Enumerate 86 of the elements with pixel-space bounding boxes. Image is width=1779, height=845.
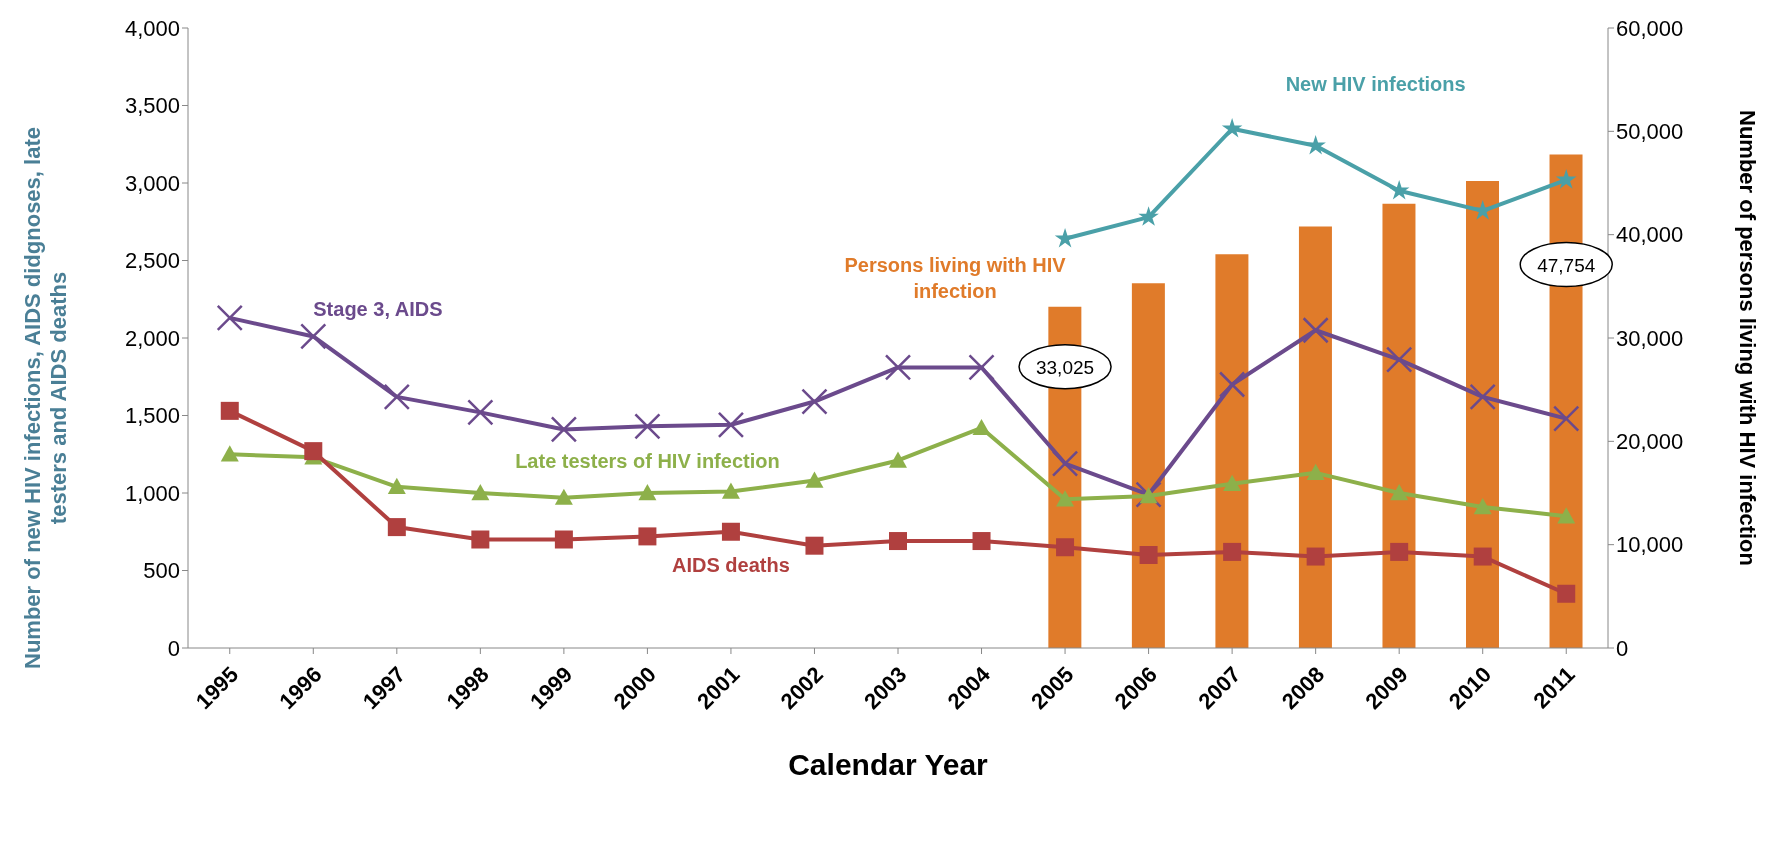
point [300, 323, 327, 350]
point [721, 522, 740, 541]
point [387, 518, 406, 537]
point [1388, 179, 1410, 200]
point [471, 530, 490, 549]
bar [1466, 180, 1499, 648]
point [1051, 450, 1079, 477]
series-label: Persons living with HIV infection [844, 253, 1067, 302]
y-tick-label: 3,000 [124, 170, 180, 196]
point [471, 484, 490, 501]
y-tick-label: 2,000 [124, 325, 180, 351]
y2-tick-label: 50,000 [1616, 119, 1684, 145]
point [554, 530, 573, 549]
point [1218, 371, 1246, 398]
point [1306, 463, 1325, 481]
y2-tick-label: 30,000 [1616, 325, 1684, 351]
point [1223, 474, 1242, 491]
point [220, 445, 239, 462]
point [634, 413, 661, 440]
point [972, 532, 991, 551]
point [1472, 200, 1493, 220]
y-tick-label: 500 [143, 558, 180, 584]
point [1555, 169, 1577, 189]
y2-tick-label: 20,000 [1616, 429, 1684, 455]
y-tick-label: 1,500 [124, 403, 180, 429]
point [1473, 547, 1492, 566]
series-label: Stage 3, AIDS [313, 298, 443, 321]
point [805, 471, 824, 488]
point [1557, 584, 1576, 603]
point [1139, 487, 1158, 504]
point [721, 482, 740, 499]
y-tick-label: 1,000 [124, 480, 180, 506]
y2-tick-label: 0 [1616, 635, 1629, 661]
x-axis-title: Calendar Year [787, 748, 989, 782]
y2-tick-label: 60,000 [1616, 15, 1684, 41]
bar [1298, 226, 1332, 648]
point [220, 401, 239, 420]
point [383, 383, 411, 411]
point [1390, 542, 1409, 561]
point [889, 532, 907, 551]
point [1306, 547, 1325, 566]
y-axis-title: Number of new HIV infections, AIDS didgnoses, late testers and AIDS deaths [20, 127, 71, 669]
point [1473, 497, 1492, 515]
point [972, 418, 991, 436]
point [638, 527, 657, 546]
series-label: AIDS deaths [672, 553, 790, 576]
data-label: 47,754 [1537, 254, 1596, 276]
point [304, 442, 323, 461]
point [1385, 346, 1413, 373]
bar [1131, 283, 1165, 648]
point [1221, 117, 1243, 138]
y-tick-label: 4,000 [124, 15, 180, 41]
point [1138, 206, 1159, 226]
point [638, 484, 657, 501]
point [1056, 490, 1075, 507]
bar [1382, 203, 1416, 648]
text: New HIV infections [1285, 72, 1466, 95]
point [884, 354, 912, 381]
point [1390, 484, 1409, 501]
point [387, 477, 406, 494]
point [1552, 405, 1580, 432]
y-tick-label: 3,500 [124, 93, 180, 119]
y2-tick-label: 40,000 [1616, 222, 1684, 248]
point [554, 488, 573, 505]
point [968, 354, 995, 381]
point [1469, 383, 1496, 411]
y2-axis-title: Number of persons living with HIV infection [1735, 110, 1761, 566]
y-tick-label: 2,500 [124, 248, 180, 274]
point [889, 451, 907, 468]
point [1305, 135, 1326, 155]
point [1302, 317, 1329, 344]
y2-tick-label: 10,000 [1616, 532, 1684, 558]
point [1139, 546, 1158, 564]
point [216, 304, 244, 332]
data-label: 33,025 [1036, 356, 1095, 378]
point [550, 416, 578, 443]
point [1557, 507, 1576, 524]
point [1223, 542, 1242, 561]
point [805, 536, 824, 555]
bar [1215, 254, 1249, 648]
point [801, 388, 828, 415]
point [467, 399, 494, 426]
y-tick-label: 0 [167, 635, 180, 661]
point [717, 411, 745, 439]
series-label: Late testers of HIV infection [515, 450, 780, 472]
point [1056, 538, 1075, 557]
